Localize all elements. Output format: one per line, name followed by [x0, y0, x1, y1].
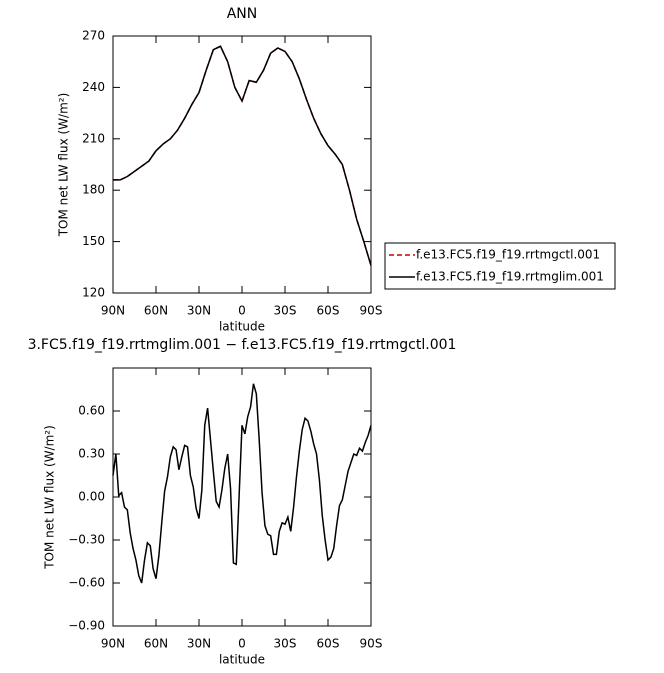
- x-tick-label: 0: [238, 304, 246, 318]
- y-tick-label: 0.30: [78, 447, 105, 461]
- x-tick-label: 90N: [101, 637, 125, 651]
- x-tick-label: 60S: [317, 304, 340, 318]
- x-tick-label: 30N: [187, 637, 211, 651]
- x-tick-label: 90S: [360, 304, 383, 318]
- x-tick-label: 30S: [274, 304, 297, 318]
- x-tick-label: 90S: [360, 637, 383, 651]
- legend-label: f.e13.FC5.f19_f19.rrtmgctl.001: [416, 248, 600, 262]
- x-axis-label: latitude: [219, 653, 265, 667]
- y-axis-label: TOM net LW flux (W/m²): [43, 425, 57, 570]
- chart-title: ANN: [227, 6, 258, 22]
- data-line: [113, 45, 372, 266]
- legend-label: f.e13.FC5.f19_f19.rrtmglim.001: [416, 270, 604, 284]
- plot-frame: [112, 367, 372, 627]
- x-tick-label: 60N: [144, 304, 168, 318]
- x-axis-label: latitude: [219, 320, 265, 334]
- y-tick-label: 0.00: [78, 490, 105, 504]
- x-tick-label: 90N: [101, 304, 125, 318]
- y-tick-label: −0.60: [68, 576, 105, 590]
- y-tick-label: −0.90: [68, 619, 105, 633]
- y-tick-label: 150: [82, 234, 105, 248]
- y-tick-label: 0.60: [78, 404, 105, 418]
- y-tick-label: 120: [82, 286, 105, 300]
- x-tick-label: 60S: [317, 637, 340, 651]
- x-tick-label: 60N: [144, 637, 168, 651]
- y-tick-label: 180: [82, 183, 105, 197]
- y-tick-label: 270: [82, 29, 105, 43]
- x-tick-label: 30N: [187, 304, 211, 318]
- x-tick-label: 0: [238, 637, 246, 651]
- plot-frame: [112, 35, 372, 294]
- data-line: [112, 383, 372, 584]
- chart-title: 3.FC5.f19_f19.rrtmglim.001 − f.e13.FC5.f…: [28, 337, 457, 353]
- y-axis-label: TOM net LW flux (W/m²): [57, 93, 71, 238]
- legend-box: [384, 242, 616, 290]
- y-tick-label: −0.30: [68, 533, 105, 547]
- y-tick-label: 210: [82, 131, 105, 145]
- x-tick-label: 30S: [274, 637, 297, 651]
- y-tick-label: 240: [82, 80, 105, 94]
